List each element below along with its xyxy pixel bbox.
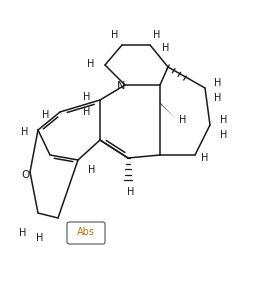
- Text: H: H: [127, 187, 135, 197]
- Text: H: H: [21, 127, 29, 137]
- Text: H: H: [179, 115, 187, 125]
- Text: H: H: [220, 115, 228, 125]
- Text: H: H: [83, 92, 91, 102]
- Text: H: H: [88, 165, 96, 175]
- Text: H: H: [153, 30, 161, 40]
- Text: H: H: [162, 43, 170, 53]
- Text: H: H: [36, 233, 44, 243]
- Text: H: H: [83, 107, 91, 117]
- Text: Abs: Abs: [77, 227, 95, 237]
- Text: H: H: [42, 110, 50, 120]
- Polygon shape: [160, 103, 175, 118]
- Text: H: H: [111, 30, 119, 40]
- FancyBboxPatch shape: [67, 222, 105, 244]
- Text: H: H: [19, 228, 27, 238]
- Text: N: N: [117, 81, 125, 91]
- Text: O: O: [21, 170, 29, 180]
- Text: H: H: [87, 59, 95, 69]
- Text: H: H: [220, 130, 228, 140]
- Text: H: H: [214, 78, 222, 88]
- Text: H: H: [214, 93, 222, 103]
- Text: H: H: [201, 153, 209, 163]
